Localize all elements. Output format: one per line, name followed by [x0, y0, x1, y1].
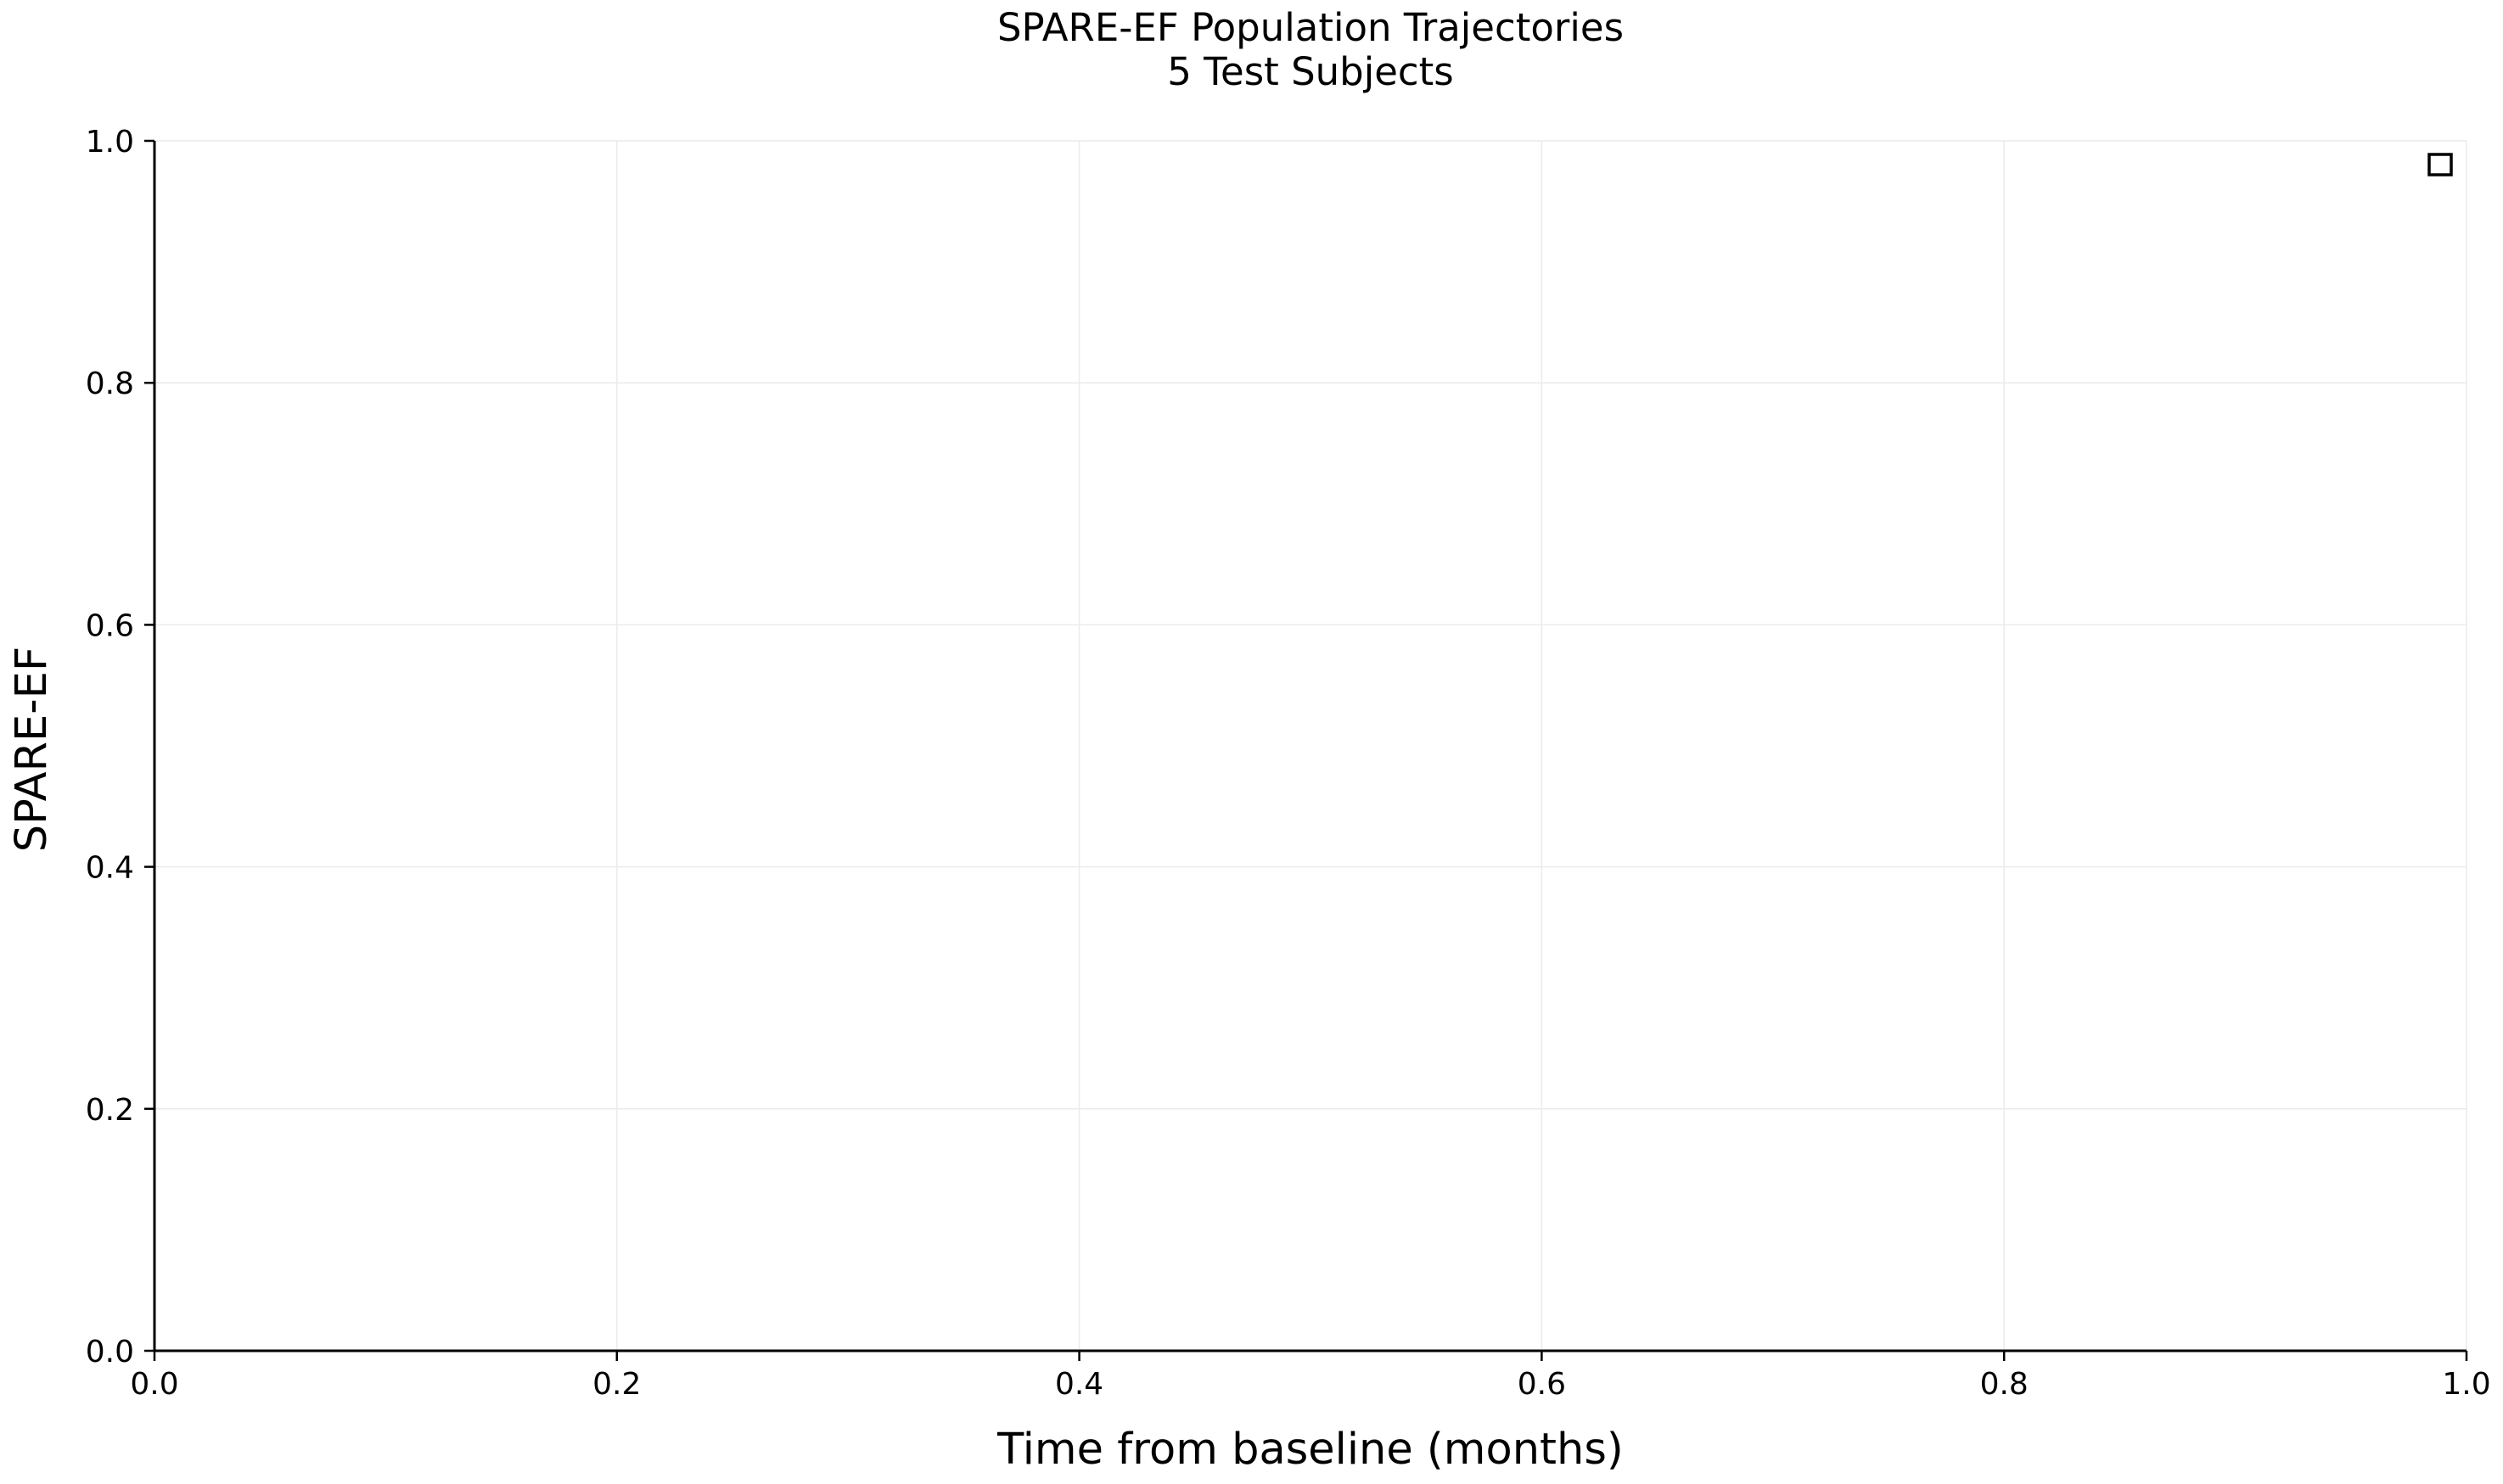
y-tick-label-4: 0.8: [86, 367, 134, 401]
y-tick-label-3: 0.6: [86, 608, 134, 643]
x-tick-label-5: 1.0: [2442, 1367, 2490, 1402]
y-axis-ticks: 0.0 0.2 0.4 0.6 0.8 1.0: [86, 125, 154, 1369]
grid-lines: [154, 140, 2467, 1352]
y-tick-label-5: 1.0: [86, 125, 134, 160]
y-tick-label-0: 0.0: [86, 1335, 134, 1369]
axes: [153, 141, 2467, 1352]
y-axis-label: SPARE-EF: [7, 647, 57, 852]
x-axis-label: Time from baseline (months): [996, 1425, 1624, 1475]
x-axis-ticks: 0.0 0.2 0.4 0.6 0.8 1.0: [130, 1351, 2491, 1402]
chart-title: SPARE-EF Population Trajectories: [997, 5, 1624, 50]
x-tick-label-0: 0.0: [130, 1367, 178, 1402]
y-tick-label-2: 0.4: [86, 851, 134, 886]
chart-subtitle: 5 Test Subjects: [1167, 49, 1454, 94]
x-tick-label-4: 0.8: [1980, 1367, 2029, 1402]
y-tick-label-1: 0.2: [86, 1093, 134, 1128]
x-tick-label-1: 0.2: [592, 1367, 641, 1402]
legend-box: [2427, 153, 2453, 176]
x-tick-label-3: 0.6: [1518, 1367, 1566, 1402]
x-tick-label-2: 0.4: [1055, 1367, 1103, 1402]
